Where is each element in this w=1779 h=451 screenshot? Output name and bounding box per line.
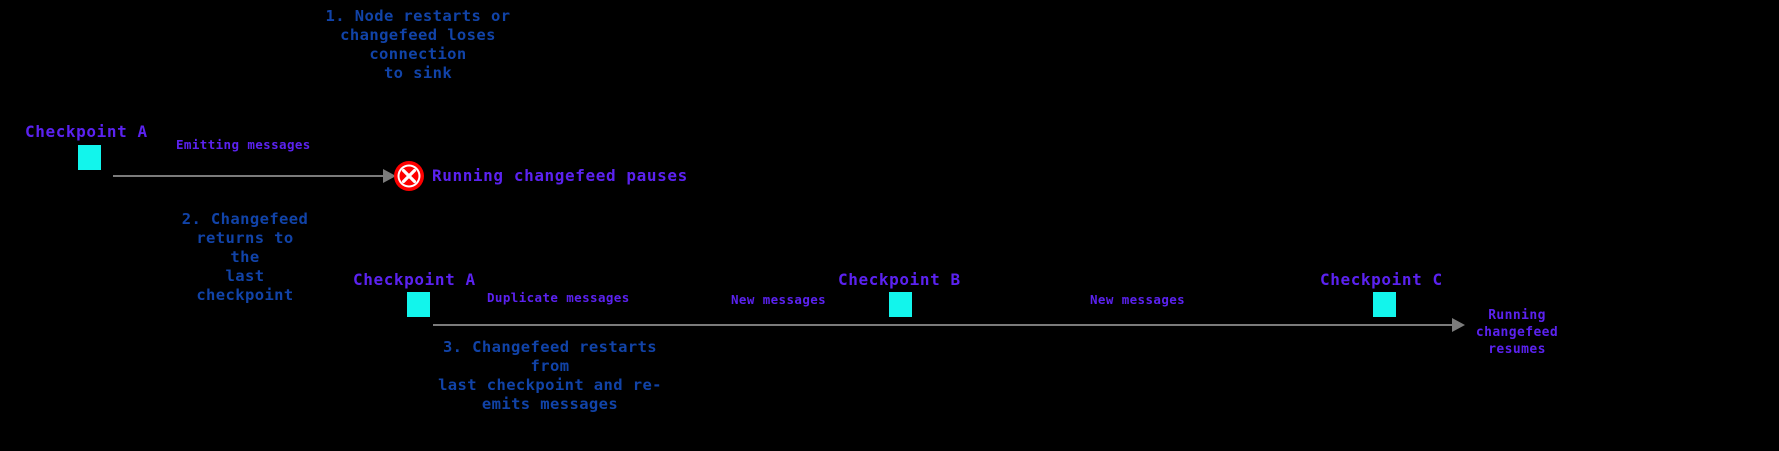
bottom-segment-label-duplicate-messages: Duplicate messages bbox=[487, 290, 630, 305]
top-timeline-arrowhead-icon bbox=[383, 169, 396, 183]
bottom-checkpoint-c-marker bbox=[1373, 292, 1396, 317]
bottom-checkpoint-a-label: Checkpoint A bbox=[353, 270, 476, 289]
step-2-note: 2. Changefeed returns to the last checkp… bbox=[181, 210, 309, 304]
step-3-note: 3. Changefeed restarts from last checkpo… bbox=[438, 338, 662, 413]
bottom-checkpoint-b-marker bbox=[889, 292, 912, 317]
bottom-timeline-arrowhead-icon bbox=[1452, 318, 1465, 332]
bottom-timeline-end-label: Running changefeed resumes bbox=[1475, 308, 1559, 357]
top-timeline-end-label: Running changefeed pauses bbox=[432, 166, 688, 185]
bottom-checkpoint-c-label: Checkpoint C bbox=[1320, 270, 1443, 289]
bottom-checkpoint-a-marker bbox=[407, 292, 430, 317]
bottom-checkpoint-b-label: Checkpoint B bbox=[838, 270, 961, 289]
error-circle-x-icon bbox=[393, 160, 425, 192]
top-timeline-line bbox=[113, 175, 395, 177]
top-checkpoint-a-label: Checkpoint A bbox=[25, 122, 148, 141]
bottom-segment-label-new-messages-1: New messages bbox=[731, 292, 827, 307]
bottom-segment-label-new-messages-2: New messages bbox=[1090, 292, 1186, 307]
top-segment-label-emitting-messages: Emitting messages bbox=[176, 137, 311, 152]
top-checkpoint-a-marker bbox=[78, 145, 101, 170]
step-1-note: 1. Node restarts or changefeed loses con… bbox=[325, 7, 511, 82]
bottom-timeline-line bbox=[433, 324, 1456, 326]
